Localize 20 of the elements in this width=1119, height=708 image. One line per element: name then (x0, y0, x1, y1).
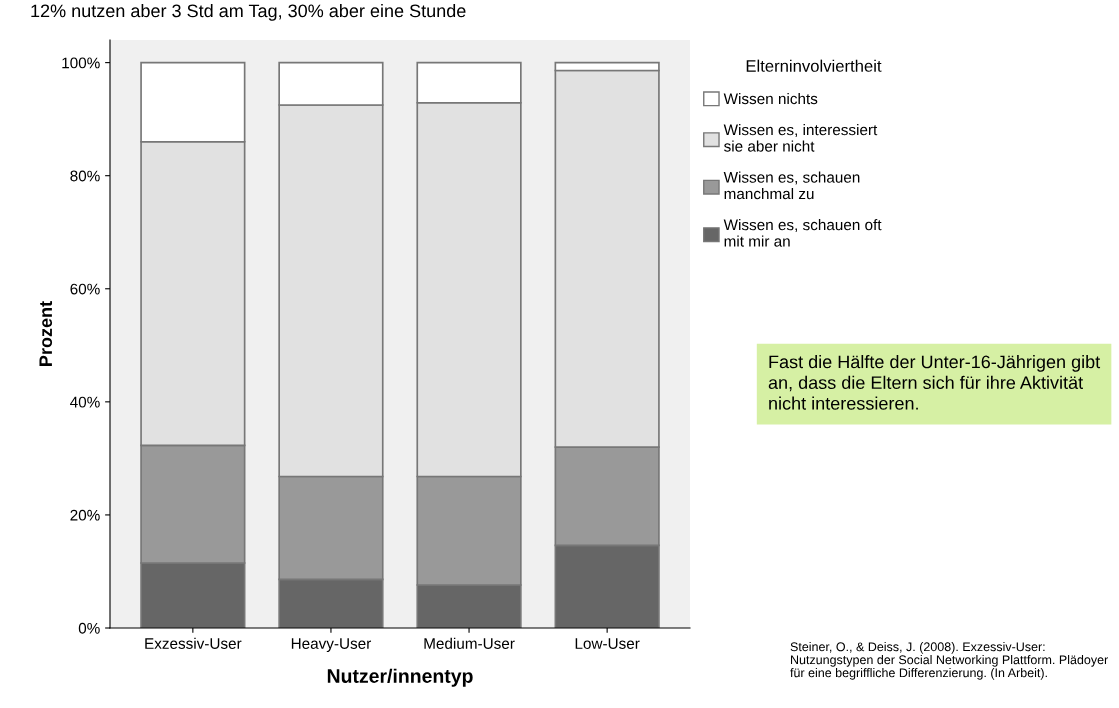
legend-label: Wissen es, schauen manchmal zu (723, 171, 860, 200)
legend-label: Wissen es, interessiert sie aber nicht (723, 124, 878, 152)
x-tick-label: Low-User (575, 638, 640, 649)
y-tick-label: 0% (78, 622, 100, 634)
y-axis-title: Prozent (39, 301, 53, 366)
text: 12% nutzen aber 3 Std am Tag, 30% aber eine Stunde (31, 4, 466, 21)
y-tick-label: 60% (70, 283, 100, 295)
legend-label: Wissen nichts (723, 92, 818, 105)
x-tick-label: Heavy-User (291, 638, 372, 652)
text: Fast die Hälfte der Unter-16-Jährigen gibt an, dass die Eltern sich für ihre Aktivität nicht interessieren. (768, 355, 1101, 410)
text: Steiner, O., & Deiss, J. (2008). Exzessiv-User: Nutzungstypen der Social Networking Plattform. Plädoyer für eine begriffliche Differenzierung. (In Arbeit). (790, 642, 1108, 680)
x-tick-label: Medium-User (424, 637, 515, 649)
x-tick-label: Exzessiv-User (145, 637, 242, 649)
y-tick-label: 20% (70, 509, 100, 521)
y-tick-label: 80% (70, 170, 100, 182)
legend-title: Elterninvolviertheit (746, 59, 882, 72)
y-tick-label: 100% (62, 57, 100, 69)
legend-label: Wissen es, schauen oft mit mir an (723, 219, 882, 247)
x-axis-title: Nutzer/innentyp (327, 668, 473, 687)
y-tick-label: 40% (70, 396, 100, 408)
